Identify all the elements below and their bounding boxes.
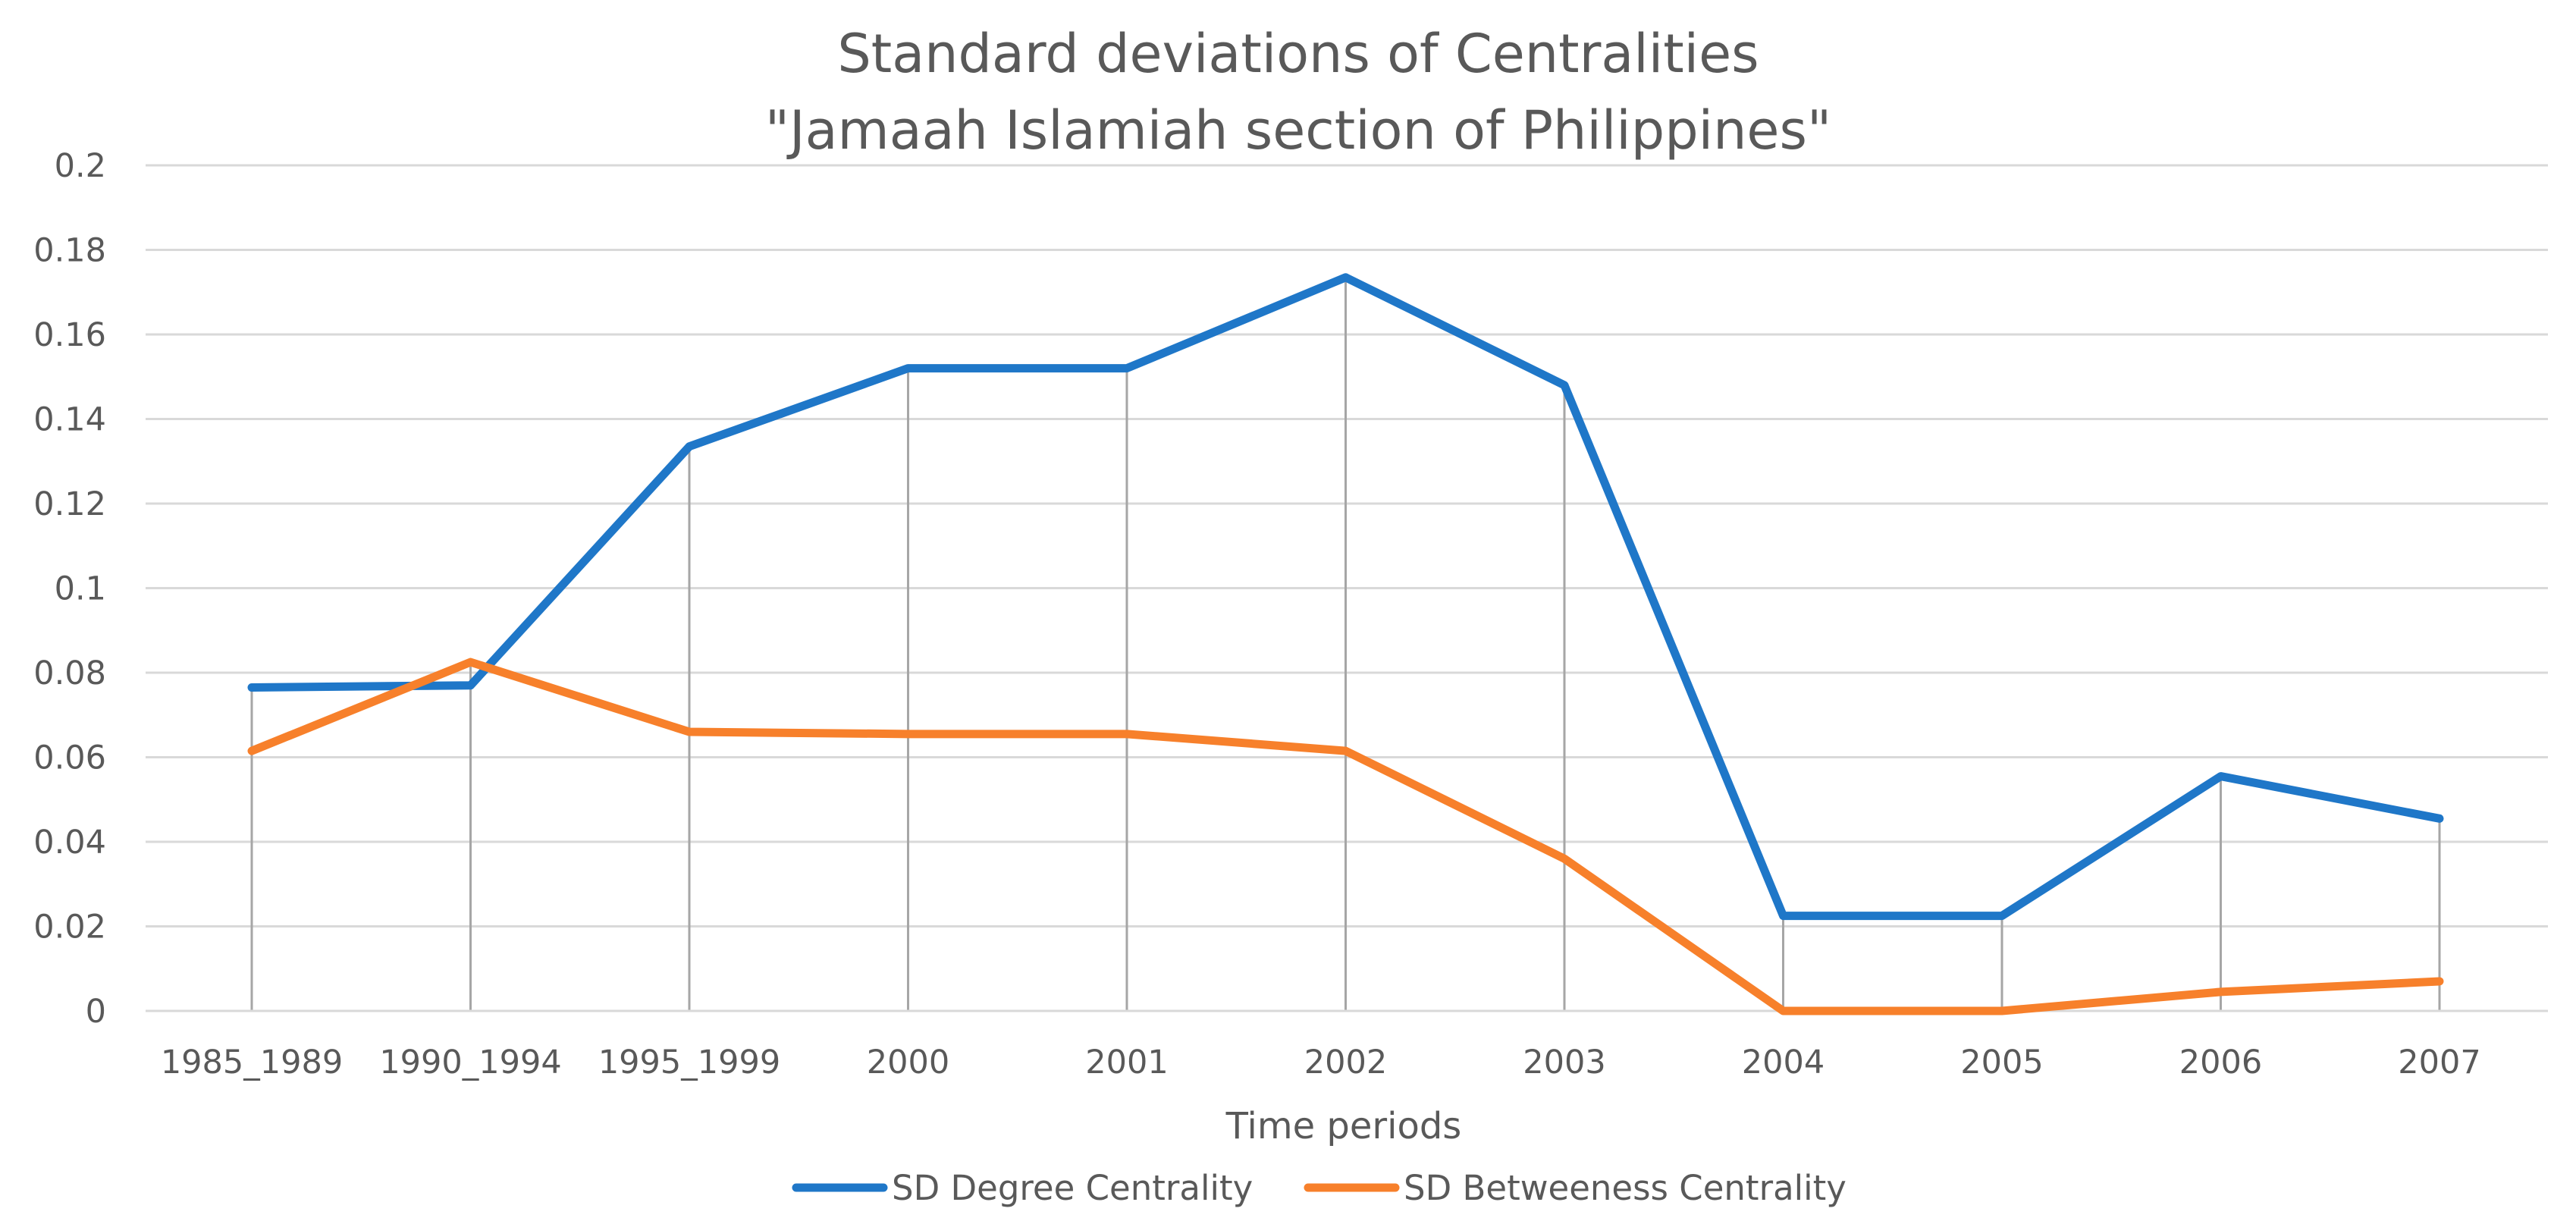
y-tick-label: 0.12 [33,485,106,523]
data-point [688,444,691,448]
data-point [1781,1009,1785,1012]
x-tick-label: 2005 [1960,1044,2043,1081]
y-tick-label: 0.1 [55,570,106,608]
drop-lines [250,277,2441,1011]
data-point [1125,732,1128,736]
data-point [250,749,253,753]
x-tick-label: 2002 [1304,1044,1387,1081]
x-tick-label: 2003 [1523,1044,1605,1081]
data-point [906,366,910,370]
y-tick-label: 0.08 [33,654,106,692]
x-tick-label: 2000 [867,1044,949,1081]
data-point [469,683,472,687]
data-point [2219,774,2223,778]
chart-subtitle: "Jamaah Islamiah section of Philippines" [765,99,1831,162]
legend-label-betweeness: SD Betweeness Centrality [1404,1168,1846,1208]
data-point [2000,1009,2003,1012]
chart-title: Standard deviations of Centralities [837,23,1759,85]
data-point [1781,914,1785,918]
legend: SD Degree Centrality SD Betweeness Centr… [792,1168,1846,1208]
data-point [2438,979,2441,983]
series-lines [247,273,2444,1015]
data-point [688,730,691,734]
x-tick-label: 2001 [1085,1044,1168,1081]
x-tick-label: 1995_1999 [598,1044,780,1081]
y-tick-label: 0.16 [33,316,106,354]
data-point [1563,383,1566,387]
x-tick-label: 2007 [2398,1044,2480,1081]
x-tick-label: 1990_1994 [379,1044,561,1081]
y-tick-label: 0.18 [33,232,106,270]
data-point [1344,275,1348,279]
legend-label-degree: SD Degree Centrality [892,1168,1253,1208]
y-tick-label: 0.14 [33,401,106,439]
y-tick-label: 0.06 [33,739,106,777]
data-point [1344,749,1348,753]
x-axis-ticks: 1985_1989 1990_1994 1995_1999 2000 2001 2002 2… [161,1044,2481,1081]
data-point [2219,990,2223,993]
y-axis-ticks: 0 0.02 0.04 0.06 0.08 0.1 0.12 0.14 0.16 0.18 0.2 [33,147,106,1031]
x-tick-label: 2006 [2179,1044,2262,1081]
y-tick-label: 0.02 [33,909,106,946]
x-tick-label: 1985_1989 [161,1044,343,1081]
y-tick-label: 0 [86,993,106,1031]
x-tick-label: 2004 [1742,1044,1825,1081]
data-point [906,732,910,736]
y-tick-label: 0.2 [55,147,106,185]
data-point [1563,857,1566,861]
data-point [2438,817,2441,821]
data-point [250,686,253,689]
data-point [2000,914,2003,918]
data-point [1125,366,1128,370]
x-axis-title: Time periods [1225,1105,1462,1147]
y-tick-label: 0.04 [33,824,106,862]
data-point [469,661,472,664]
